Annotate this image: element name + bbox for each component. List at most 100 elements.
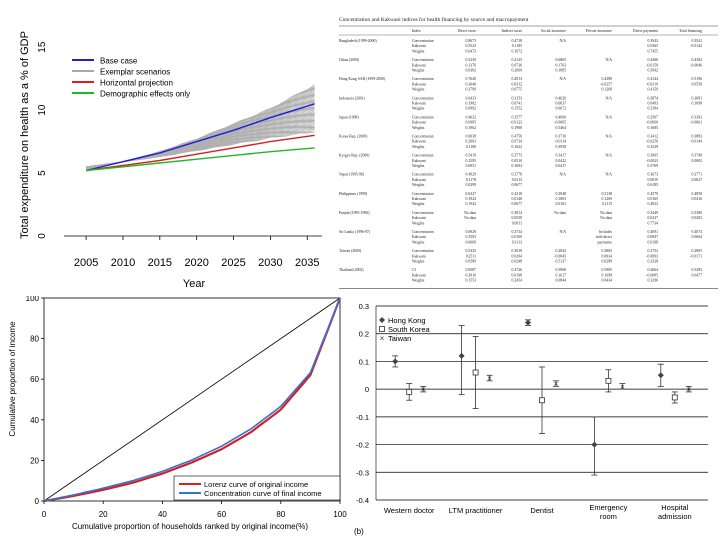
- table-cell: 0.6198: [648, 240, 659, 244]
- table-cell: 0.0198: [512, 273, 523, 277]
- table-cell: 0.3734: [512, 230, 523, 234]
- table-cell: Kakwani: [412, 273, 426, 277]
- table-cell: 0.5384: [648, 107, 659, 111]
- table-cell: Kakwani: [412, 102, 426, 106]
- table-cell: 0.7734: [648, 221, 659, 225]
- category-label: Hospital: [661, 503, 688, 512]
- table-cell: Weights: [412, 221, 425, 225]
- table-cell: Kakwani: [412, 140, 426, 144]
- table-cell: Weights: [412, 49, 425, 53]
- x-tick-label: 2025: [221, 257, 245, 269]
- table-cell: Weights: [412, 260, 425, 264]
- table-cell: 0.0672: [556, 107, 567, 111]
- table-header-cell: Total financing: [679, 29, 702, 33]
- table-cell: N/A: [559, 230, 566, 234]
- y-tick-label: 0: [365, 385, 369, 394]
- table-cell: -0.0123: [510, 121, 522, 125]
- expenditure-projection-panel: 2005 2010 2015 2020 2025 2030 2035 0 5 10 15 Year To…: [0, 0, 326, 296]
- table-cell: 0.0288: [602, 260, 613, 264]
- table-cell: N/A: [559, 173, 566, 177]
- table-cell: -0.0045: [554, 254, 566, 258]
- table-cell: 0.3040: [466, 82, 477, 86]
- table-cell: 0.0365: [648, 44, 659, 48]
- series-line-concentration: [43, 297, 341, 502]
- table-cell: 0.3773: [512, 154, 523, 158]
- table-cell: 0.5230: [466, 58, 477, 62]
- table-cell: 0.1268: [602, 88, 613, 92]
- table-cell: 0.5985: [602, 268, 613, 272]
- table-cell: N/A: [605, 96, 612, 100]
- category-label: admission: [658, 512, 692, 521]
- legend-label: Horizontal projection: [100, 79, 173, 88]
- table-cell: 0.0248: [512, 260, 523, 264]
- table-cell: 0.1924: [466, 197, 477, 201]
- table-cell: 0.6865: [556, 58, 567, 62]
- table-cell: 0.4318: [512, 192, 523, 196]
- table-cell: 0.3748: [692, 154, 703, 158]
- table-cell: 0.3681: [692, 96, 703, 100]
- table-cell: Concentration: [412, 173, 434, 177]
- table-cell: 0.0416: [692, 197, 703, 201]
- table-cell: Concentration: [412, 58, 434, 62]
- table-group-label: Korea Rep. (2000): [339, 135, 368, 139]
- table-cell: 0.0558: [512, 216, 523, 220]
- table-cell: 0.4388: [602, 77, 613, 81]
- series-line-base-case: [85, 103, 315, 172]
- table-cell: No data: [464, 216, 476, 220]
- table-cell: 0.5968: [556, 268, 567, 272]
- table-cell: 0.1885: [556, 69, 567, 73]
- legend-label: Base case: [100, 57, 138, 66]
- table-cell: 0.5419: [466, 154, 477, 158]
- table-cell: 0.5464: [556, 126, 567, 130]
- table-cell: 0.4159: [648, 88, 659, 92]
- legend-label: Demographic effects only: [100, 90, 190, 99]
- table-cell: 0.0775: [512, 88, 523, 92]
- table-cell: 0.0911: [512, 221, 522, 225]
- table-cell: 0.1180: [466, 145, 476, 149]
- legend-marker: [379, 326, 385, 332]
- marker-taiwan: ×: [554, 380, 559, 389]
- table-cell: 0.3393: [692, 115, 703, 119]
- table-cell: Kakwani: [412, 254, 426, 258]
- table-cell: 0.0510: [512, 159, 523, 163]
- table-cell: Kakwani: [412, 159, 426, 163]
- plot-frame: [43, 297, 341, 502]
- legend-label: Concentration curve of final income: [204, 489, 322, 498]
- table-cell: N/A: [605, 154, 612, 158]
- table-cell: 0.0165: [648, 197, 659, 201]
- table-cell: 0.7455: [648, 49, 659, 53]
- x-tick-label: 2005: [74, 257, 98, 269]
- table-cell: 0.0237: [648, 216, 659, 220]
- table-cell: 0.3958: [556, 145, 567, 149]
- table-cell: Kakwani: [412, 235, 426, 239]
- lorenz-curve-panel: 0 20 40 60 80 100 0 20 40 60 80 100 Cumulative propo…: [0, 296, 352, 540]
- table-cell: Kakwani: [412, 178, 426, 182]
- table-cell: 0.0148: [512, 197, 523, 201]
- table-cell: 0.3673: [648, 173, 659, 177]
- category-label: LTM practitioner: [449, 506, 503, 515]
- table-cell: 0.0677: [512, 202, 523, 206]
- table-cell: 0.2507: [648, 115, 659, 119]
- x-tick-label: 2015: [148, 257, 172, 269]
- table-cell: 0.0844: [556, 279, 567, 283]
- table-header-cell: Private insurance: [586, 29, 613, 33]
- table-cell: Weights: [412, 183, 425, 187]
- table-cell: 0.1763: [556, 63, 567, 67]
- table-cell: 0.0847: [648, 235, 659, 239]
- y-tick-label: 10: [37, 104, 48, 116]
- table-cell: 0.5523: [466, 44, 477, 48]
- table-cell: -0.0061: [690, 121, 702, 125]
- table-cell: 0.0312: [512, 82, 523, 86]
- table-cell: N/A: [605, 115, 612, 119]
- table-cell: -0.0171: [690, 254, 702, 258]
- table-cell: 0.5283: [692, 268, 703, 272]
- table-cell: 0.1376: [466, 63, 477, 67]
- table-cell: 0.0985: [466, 121, 477, 125]
- expenditure-projection-chart: 2005 2010 2015 2020 2025 2030 2035 0 5 10 15 Year To…: [19, 31, 322, 290]
- table-cell: -0.0257: [600, 82, 612, 86]
- table-cell: 0.3113: [512, 240, 522, 244]
- table-cell: 0.1185: [512, 44, 522, 48]
- table-cell: 0.1553: [466, 279, 477, 283]
- table-cell: 0.2069: [512, 69, 523, 73]
- x-tick-label: 40: [158, 510, 167, 519]
